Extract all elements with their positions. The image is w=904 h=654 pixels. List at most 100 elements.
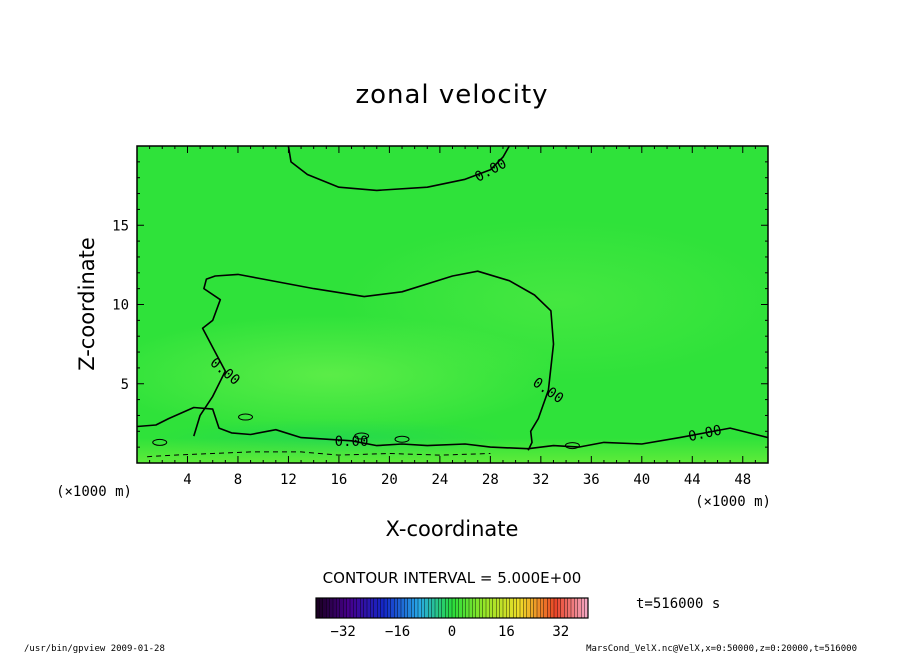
colorbar-cell [411, 597, 416, 619]
colorbar-cell [383, 597, 388, 619]
colorbar-cell [339, 597, 344, 619]
colorbar-cell [553, 597, 558, 619]
x-tick-label: 32 [532, 472, 549, 488]
colorbar-cell [523, 597, 528, 619]
colorbar-cell [336, 597, 341, 619]
colorbar-cell [570, 597, 575, 619]
colorbar-cell [574, 597, 579, 619]
colorbar-cell [519, 597, 524, 619]
colorbar-cell [366, 597, 371, 619]
y-axis: 5 10 15 [112, 161, 768, 448]
colorbar-cell [479, 597, 484, 619]
colorbar-cell [560, 597, 565, 619]
colorbar-cell [343, 597, 348, 619]
colorbar-cell [485, 597, 490, 619]
colorbar-cell [346, 597, 351, 619]
colorbar-cell [499, 597, 504, 619]
colorbar-cell [509, 597, 514, 619]
colorbar-cell [536, 597, 541, 619]
colorbar-cell [506, 597, 511, 619]
colorbar-cell [540, 597, 545, 619]
field-bottom-band [137, 438, 768, 463]
y-tick-label: 5 [121, 377, 129, 393]
colorbar-cell [387, 597, 392, 619]
colorbar-cell [373, 597, 378, 619]
colorbar-cell [356, 597, 361, 619]
colorbar-cell [431, 597, 436, 619]
colorbar-cell [322, 597, 327, 619]
colorbar-cell [513, 597, 518, 619]
colorbar-cell [332, 597, 337, 619]
colorbar-cell [428, 597, 433, 619]
colorbar-cell [360, 597, 365, 619]
colorbar-cell [400, 597, 405, 619]
colorbar-cell [414, 597, 419, 619]
colorbar-cell [543, 597, 548, 619]
y-tick-label: 15 [112, 218, 129, 234]
colorbar-cell [326, 597, 331, 619]
colorbar-tick-label: −32 [331, 624, 356, 640]
colorbar-cell [349, 597, 354, 619]
colorbar-cell [468, 597, 473, 619]
colorbar-cell [472, 597, 477, 619]
footer-left: /usr/bin/gpview 2009-01-28 [24, 644, 165, 654]
field-light-region-2 [340, 220, 768, 380]
colorbar-cell [557, 597, 562, 619]
colorbar-tick-label: −16 [385, 624, 410, 640]
colorbar-cell [567, 597, 572, 619]
x-tick-label: 44 [684, 472, 701, 488]
colorbar-cell [329, 597, 334, 619]
colorbar-cell [516, 597, 521, 619]
contour-zero [193, 270, 555, 451]
colorbar-cell [550, 597, 555, 619]
colorbar-cell [502, 597, 507, 619]
x-tick-label: 8 [234, 472, 242, 488]
colorbar-cell [455, 597, 460, 619]
colorbar-cell [319, 597, 324, 619]
y-unit-label: (×1000 m) [56, 484, 132, 500]
contour-negative [147, 451, 491, 458]
colorbar-cell [353, 597, 358, 619]
colorbar-cell [377, 597, 382, 619]
colorbar-cell [465, 597, 470, 619]
contour-lines [137, 146, 768, 458]
x-tick-label: 28 [482, 472, 499, 488]
y-tick-label: 10 [112, 298, 129, 314]
colorbar-cell [577, 597, 582, 619]
x-tick-label: 24 [431, 472, 448, 488]
colorbar-cell [482, 597, 487, 619]
x-tick-label: 12 [280, 472, 297, 488]
contour-loop [564, 442, 580, 450]
colorbar-cell [363, 597, 368, 619]
contour-loop [152, 438, 168, 446]
colorbar-cell [581, 597, 586, 619]
colorbar-cell [489, 597, 494, 619]
time-label: t=516000 s [636, 596, 720, 612]
colorbar-cell [441, 597, 446, 619]
colorbar-cell [451, 597, 456, 619]
colorbar-cell [462, 597, 467, 619]
x-axis: 4 8 12 16 20 24 28 32 36 40 44 48 [149, 146, 756, 488]
colorbar-frame [315, 597, 589, 619]
contour-interval-text: CONTOUR INTERVAL = 5.000E+00 [323, 569, 582, 587]
colorbar-cell [421, 597, 426, 619]
colorbar-cell [397, 597, 402, 619]
contour-label: 0.00 [335, 434, 369, 450]
colorbar-cell [438, 597, 443, 619]
contour-label: 0.00 [687, 423, 723, 446]
colorbar-cell [394, 597, 399, 619]
colorbar-cell [434, 597, 439, 619]
contour-loop [394, 435, 410, 443]
colorbar-cell [448, 597, 453, 619]
colorbar-cell [564, 597, 569, 619]
colorbar-cell [390, 597, 395, 619]
colorbar-cell [417, 597, 422, 619]
colorbar-cell [370, 597, 375, 619]
colorbar-cell [530, 597, 535, 619]
x-tick-label: 40 [633, 472, 650, 488]
x-unit-label: (×1000 m) [695, 494, 771, 510]
colorbar-tick-label: 16 [498, 624, 515, 640]
colorbar-cell [475, 597, 480, 619]
chart-title: zonal velocity [355, 80, 548, 110]
colorbar-cell [424, 597, 429, 619]
